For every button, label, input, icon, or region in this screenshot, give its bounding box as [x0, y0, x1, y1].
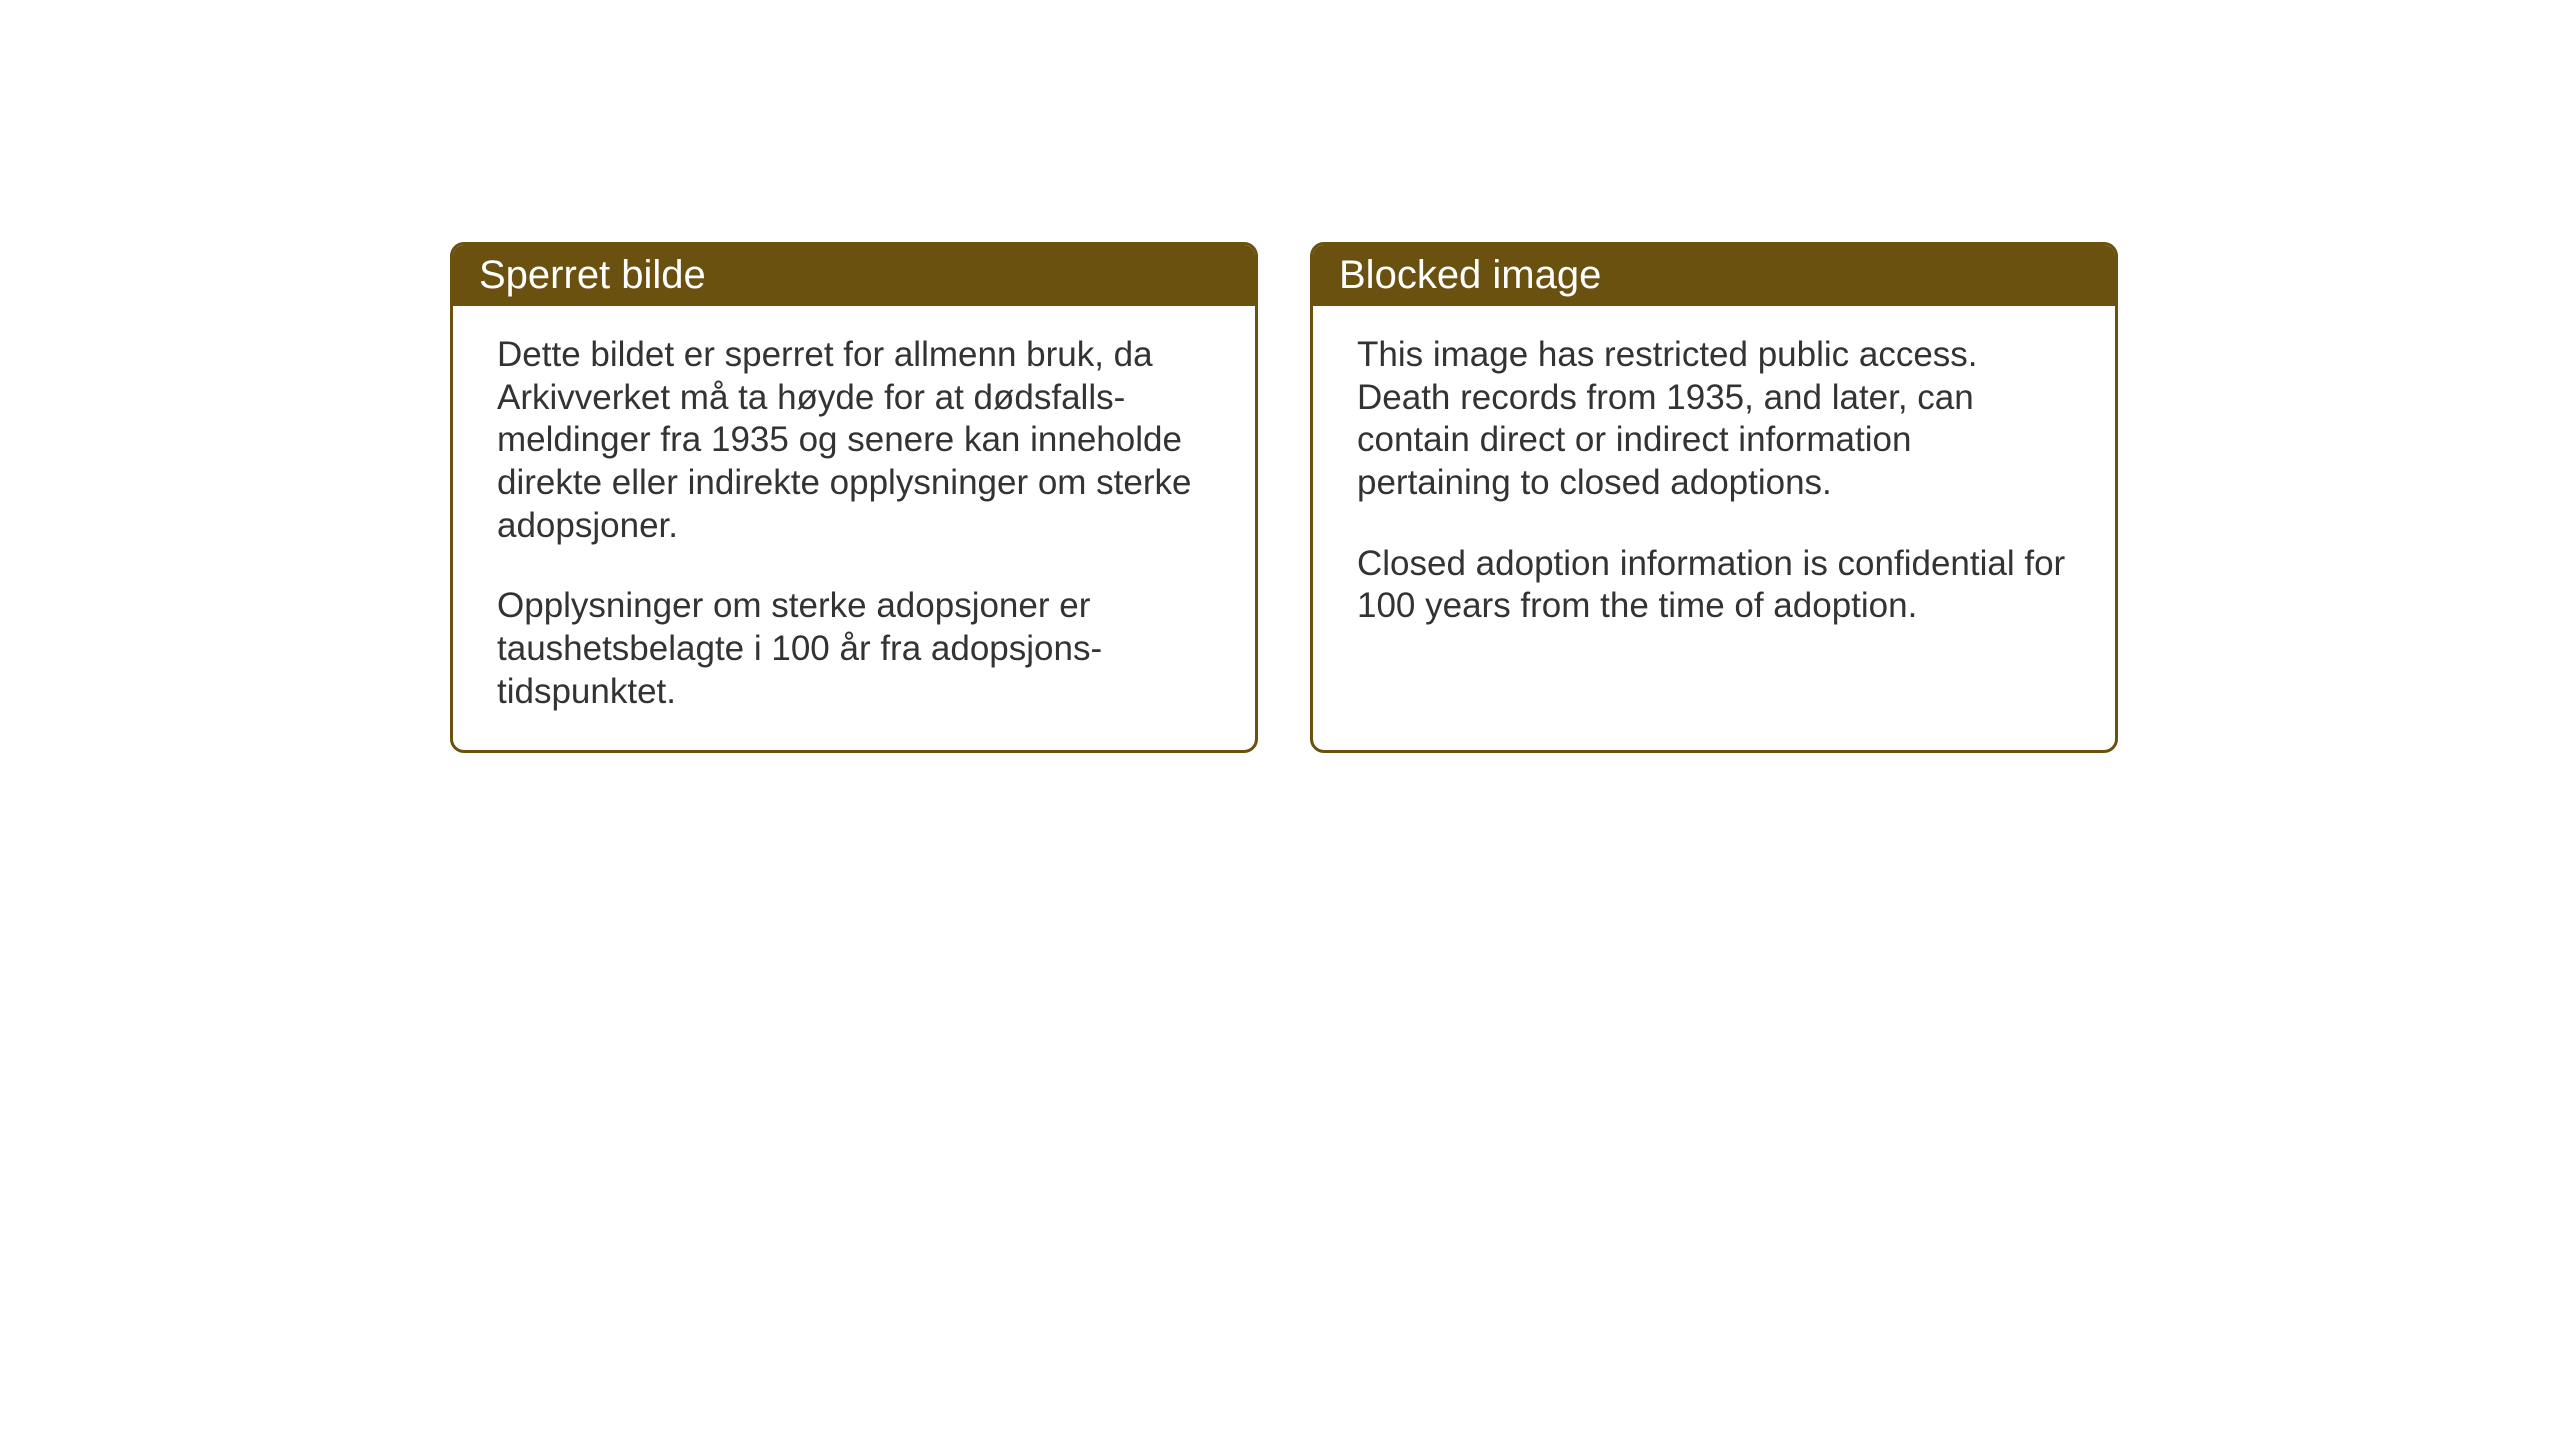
card-header-norwegian: Sperret bilde: [453, 245, 1255, 306]
card-title-english: Blocked image: [1339, 253, 1601, 297]
card-paragraph-norwegian-1: Dette bildet er sperret for allmenn bruk…: [497, 334, 1211, 547]
card-header-english: Blocked image: [1313, 245, 2115, 306]
card-body-english: This image has restricted public access.…: [1313, 306, 2115, 664]
card-paragraph-english-2: Closed adoption information is confident…: [1357, 543, 2071, 628]
card-title-norwegian: Sperret bilde: [479, 253, 706, 297]
card-paragraph-english-1: This image has restricted public access.…: [1357, 334, 2071, 505]
notice-container: Sperret bilde Dette bildet er sperret fo…: [0, 242, 2560, 753]
card-body-norwegian: Dette bildet er sperret for allmenn bruk…: [453, 306, 1255, 750]
card-paragraph-norwegian-2: Opplysninger om sterke adopsjoner er tau…: [497, 585, 1211, 713]
notice-card-norwegian: Sperret bilde Dette bildet er sperret fo…: [450, 242, 1258, 753]
notice-card-english: Blocked image This image has restricted …: [1310, 242, 2118, 753]
